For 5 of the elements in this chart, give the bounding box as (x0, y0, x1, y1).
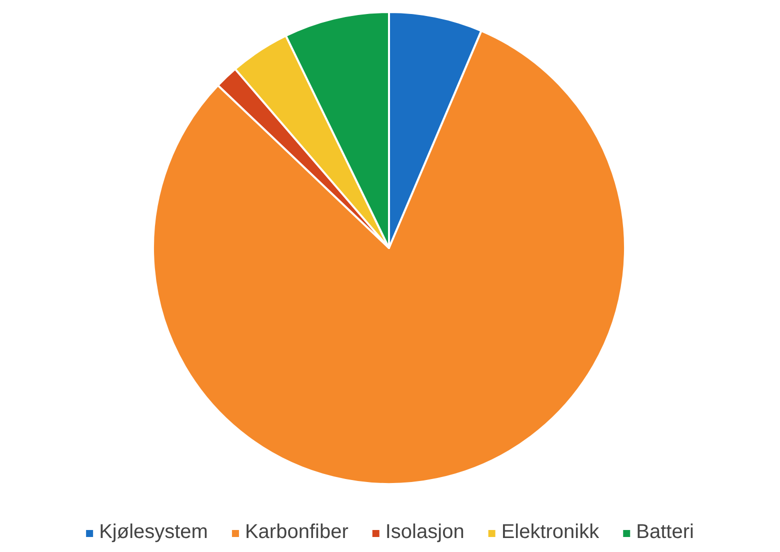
legend-label: Isolasjon (385, 521, 464, 543)
legend-label: Kjølesystem (99, 521, 208, 543)
legend-label: Batteri (636, 521, 694, 543)
legend-label: Karbonfiber (244, 521, 349, 543)
legend-label: Elektronikk (501, 521, 600, 543)
